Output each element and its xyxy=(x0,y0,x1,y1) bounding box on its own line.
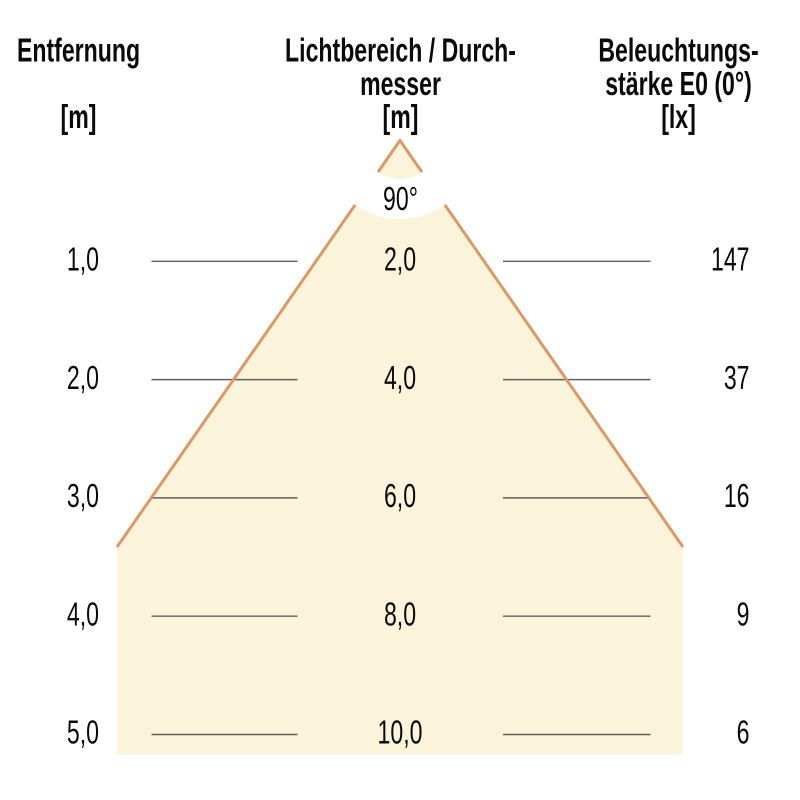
beam-apex-sector-fill xyxy=(378,140,422,179)
beam-edge-left xyxy=(115,204,357,548)
beam-cone-fill xyxy=(117,204,683,755)
diameter-value: 10,0 xyxy=(378,715,423,752)
illuminance-column-title-line2: stärke E0 (0°) xyxy=(605,66,752,103)
diameter-value: 4,0 xyxy=(384,360,416,397)
diameter-column-title-line2: messer xyxy=(360,66,441,103)
diameter-value: 8,0 xyxy=(384,596,416,633)
diameter-column-unit: [m] xyxy=(383,99,419,136)
diameter-value: 2,0 xyxy=(384,242,416,279)
illuminance-value: 37 xyxy=(724,360,750,397)
beam-edge-right xyxy=(443,204,685,548)
distance-value: 2,0 xyxy=(67,360,99,397)
illuminance-column-unit: [lx] xyxy=(661,99,696,136)
distance-value: 5,0 xyxy=(67,715,99,752)
beam-angle-label: 90° xyxy=(383,181,418,218)
tick-lines xyxy=(151,260,651,736)
illuminance-column-title-line1: Beleuchtungs- xyxy=(598,32,758,69)
diameter-column-title-line1: Lichtbereich / Durch- xyxy=(285,32,516,69)
illuminance-value: 147 xyxy=(711,242,750,279)
distance-column-title: Entfernung xyxy=(17,32,140,69)
distance-value: 1,0 xyxy=(67,242,99,279)
distance-column-unit: [m] xyxy=(61,99,97,136)
distance-value: 3,0 xyxy=(67,478,99,515)
beam-edges xyxy=(115,139,685,548)
diameter-value: 6,0 xyxy=(384,478,416,515)
illuminance-value: 6 xyxy=(737,715,750,752)
illuminance-value: 16 xyxy=(724,478,750,515)
illuminance-value: 9 xyxy=(737,596,750,633)
beam-apex-edge xyxy=(376,139,424,173)
distance-value: 4,0 xyxy=(67,596,99,633)
